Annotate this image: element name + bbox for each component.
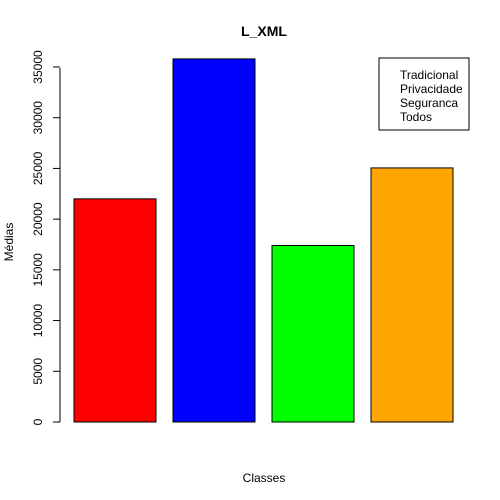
- y-tick-label: 5000: [31, 358, 45, 385]
- legend-box: [378, 57, 470, 131]
- bar-privacidade: [172, 58, 256, 423]
- y-tick-label: 10000: [31, 304, 45, 338]
- legend-item-todos: Todos: [400, 110, 432, 124]
- x-axis-label: Classes: [243, 471, 286, 485]
- y-tick-label: 20000: [31, 202, 45, 236]
- bar-todos: [370, 167, 454, 423]
- legend: Tradicional Privacidade Seguranca Todos: [378, 57, 470, 131]
- y-tick-label: 25000: [31, 151, 45, 185]
- y-axis-ticks: 0 5000 10000 15000 20000 25000 30000 35000: [31, 50, 60, 425]
- chart-title: L_XML: [241, 23, 287, 39]
- y-tick-label: 15000: [31, 253, 45, 287]
- legend-item-privacidade: Privacidade: [400, 82, 463, 96]
- bars: [73, 58, 454, 423]
- y-tick-label: 0: [31, 418, 45, 425]
- y-axis-label: Médias: [2, 223, 16, 262]
- legend-item-seguranca: Seguranca: [400, 96, 458, 110]
- y-tick-label: 35000: [31, 50, 45, 84]
- bar-tradicional: [73, 198, 157, 423]
- legend-item-tradicional: Tradicional: [400, 68, 458, 82]
- bar-seguranca: [271, 245, 355, 423]
- y-tick-label: 30000: [31, 101, 45, 135]
